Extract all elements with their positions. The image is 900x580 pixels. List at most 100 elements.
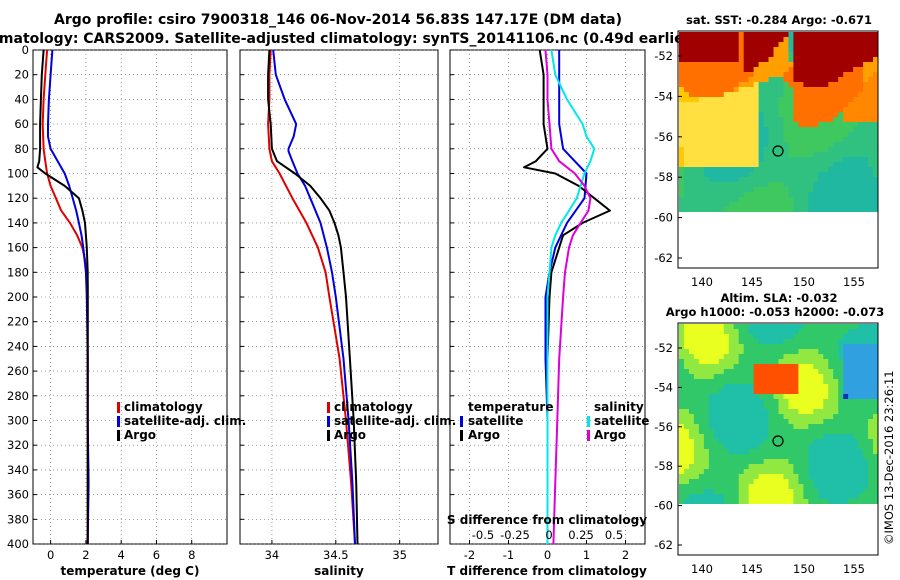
- map-pixel: [768, 102, 774, 108]
- map-pixel: [713, 62, 720, 68]
- map-pixel: [713, 439, 720, 445]
- map-pixel: [788, 379, 794, 385]
- map-pixel: [803, 494, 809, 500]
- map-pixel: [773, 147, 779, 153]
- ytick-label: 0: [22, 43, 29, 57]
- map-pixel: [758, 459, 765, 465]
- map-pixel: [868, 137, 874, 143]
- map-pixel: [689, 82, 695, 88]
- map-pixel: [818, 177, 824, 183]
- map-pixel: [689, 37, 695, 43]
- map-pixel: [728, 197, 735, 203]
- map-pixel: [748, 62, 755, 68]
- map-pixel: [818, 142, 824, 148]
- map-pixel: [858, 202, 864, 208]
- map-pixel: [684, 414, 690, 420]
- map-pixel: [808, 364, 814, 370]
- map-pixel: [684, 469, 690, 475]
- map-pixel: [698, 389, 705, 395]
- map-pixel: [773, 117, 779, 123]
- map-pixel: [778, 394, 784, 400]
- map-pixel: [768, 379, 774, 385]
- map-pixel: [763, 37, 770, 43]
- map-pixel: [853, 459, 859, 465]
- map-pixel: [818, 187, 824, 193]
- map-pixel: [773, 72, 779, 78]
- map-pixel: [783, 354, 789, 360]
- map-pixel: [684, 349, 690, 355]
- map-pixel: [718, 107, 725, 113]
- map-pixel: [743, 354, 750, 360]
- map-pixel: [868, 454, 874, 460]
- map-pixel: [723, 459, 730, 465]
- map-pixel: [743, 429, 750, 435]
- map-pixel: [768, 354, 774, 360]
- map-pixel: [773, 92, 779, 98]
- map-pixel: [868, 107, 874, 113]
- map-pixel: [843, 137, 849, 143]
- map-pixel: [718, 369, 725, 375]
- map-pixel: [768, 499, 774, 505]
- map-pixel: [693, 182, 700, 188]
- map-pixel: [753, 197, 760, 203]
- sla-map-title: Altim. SLA: -0.032: [720, 291, 837, 305]
- map-pixel: [758, 329, 765, 335]
- map-pixel: [713, 394, 720, 400]
- map-pixel: [728, 449, 735, 455]
- map-pixel: [748, 152, 755, 158]
- map-pixel: [823, 202, 829, 208]
- map-pixel: [758, 339, 765, 345]
- map-pixel: [858, 197, 864, 203]
- map-pixel: [838, 92, 844, 98]
- map-pixel: [813, 32, 819, 38]
- map-pixel: [823, 489, 829, 495]
- map-pixel: [743, 364, 750, 370]
- map-pixel: [768, 394, 774, 400]
- map-pixel: [788, 172, 794, 178]
- map-pixel: [793, 107, 799, 113]
- map-pixel: [788, 182, 794, 188]
- map-pixel: [693, 429, 700, 435]
- map-pixel: [753, 87, 760, 93]
- map-pixel: [728, 102, 735, 108]
- map-pixel: [753, 77, 760, 83]
- map-pixel: [793, 324, 799, 330]
- map-pixel: [723, 122, 730, 128]
- map-pixel: [853, 419, 859, 425]
- map-pixel: [758, 137, 765, 143]
- map-pixel: [684, 499, 690, 505]
- map-pixel: [813, 97, 819, 103]
- map-pixel: [793, 37, 799, 43]
- map-pixel: [828, 434, 834, 440]
- map-pixel: [853, 474, 859, 480]
- map-pixel: [813, 329, 819, 335]
- map-pixel: [863, 127, 869, 133]
- map-pixel: [783, 87, 789, 93]
- map-pixel: [848, 87, 854, 93]
- map-pixel: [763, 469, 770, 475]
- map-pixel: [798, 424, 804, 430]
- map-pixel: [788, 459, 794, 465]
- map-pixel: [803, 67, 809, 73]
- map-pixel: [803, 122, 809, 128]
- map-pixel: [778, 132, 784, 138]
- series-line-s-satellite: [546, 49, 596, 544]
- map-pixel: [783, 404, 789, 410]
- map-pixel: [758, 32, 765, 38]
- map-pixel: [828, 92, 834, 98]
- map-pixel: [788, 369, 794, 375]
- map-pixel: [803, 117, 809, 123]
- map-pixel: [718, 429, 725, 435]
- map-pixel: [693, 137, 700, 143]
- map-pixel: [853, 192, 859, 198]
- map-pixel: [808, 177, 814, 183]
- map-pixel: [843, 459, 849, 465]
- map-pixel: [858, 324, 864, 330]
- map-pixel: [873, 384, 879, 390]
- map-pixel: [698, 132, 705, 138]
- map-pixel: [833, 394, 839, 400]
- map-pixel: [713, 162, 720, 168]
- map-pixel: [848, 459, 854, 465]
- map-pixel: [853, 32, 859, 38]
- map-pixel: [768, 414, 774, 420]
